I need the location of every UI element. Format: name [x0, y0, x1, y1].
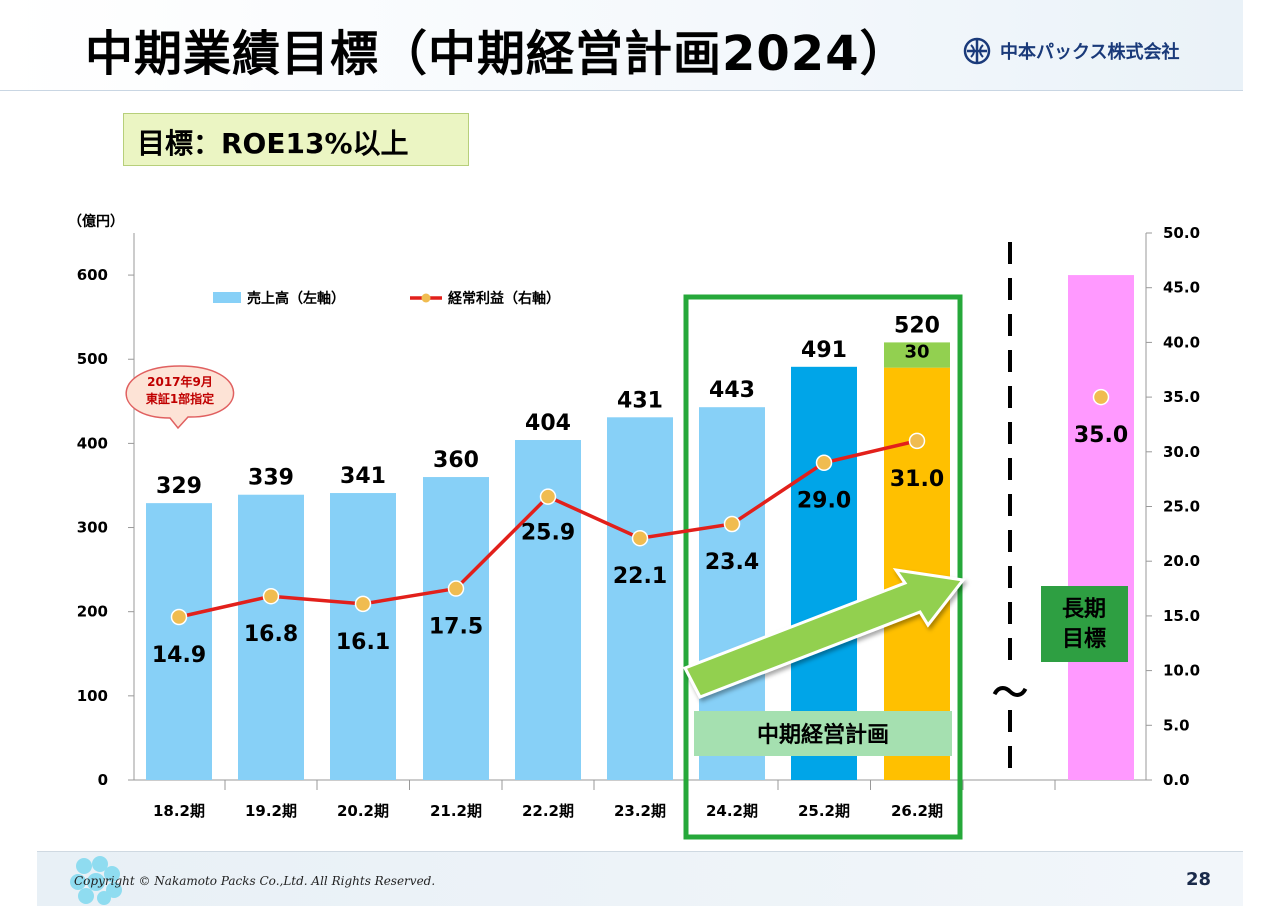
- bar-sales: [1068, 275, 1134, 780]
- profit-marker: [815, 454, 833, 471]
- profit-value-label: 31.0: [890, 467, 944, 492]
- profit-marker: [631, 529, 649, 547]
- profit-value-label: 23.4: [705, 550, 759, 575]
- page-title: 中期業績目標（中期経営計画2024）: [85, 26, 909, 82]
- x-tick-label: 21.2期: [430, 802, 482, 820]
- bar-value-label: 404: [525, 411, 571, 436]
- y-right-tick-label: 30.0: [1163, 443, 1200, 461]
- long-term-label-1: 長期: [1062, 597, 1106, 622]
- callout-line-2: 東証1部指定: [146, 391, 214, 406]
- x-tick-label: 18.2期: [153, 802, 205, 820]
- y-left-tick-label: 600: [77, 266, 108, 284]
- y-left-tick-label: 500: [77, 350, 108, 368]
- bar-sales: [146, 503, 212, 780]
- footer-decoration-icon: [70, 856, 122, 905]
- profit-marker: [354, 595, 372, 613]
- x-tick-label: 24.2期: [706, 802, 758, 820]
- growth-arrow: [682, 568, 966, 699]
- bar-value-label: 443: [709, 378, 755, 403]
- page-number: 28: [1185, 869, 1211, 890]
- profit-value-label: 16.1: [336, 630, 390, 655]
- bar-sales: [423, 477, 489, 780]
- y-right-tick-label: 0.0: [1163, 771, 1190, 789]
- y-right-tick-label: 40.0: [1163, 333, 1200, 351]
- company-logo: 中本パックス株式会社: [962, 36, 1179, 66]
- profit-marker: [908, 432, 926, 450]
- bar-value-label: 360: [433, 448, 479, 473]
- x-tick-label: 19.2期: [245, 802, 297, 820]
- y-right-tick-label: 10.0: [1163, 662, 1200, 680]
- y-unit-label: （億円）: [68, 213, 124, 230]
- y-right-tick-label: 15.0: [1163, 607, 1200, 625]
- y-left-tick-label: 0: [98, 771, 108, 789]
- profit-marker: [170, 608, 188, 626]
- plan-label: 中期経営計画: [757, 722, 889, 748]
- plan-frame: [683, 294, 963, 840]
- footer: Copyright © Nakamoto Packs Co.,Ltd. All …: [37, 851, 1243, 906]
- y-right-tick-label: 5.0: [1163, 716, 1190, 734]
- bar-value-label: 341: [340, 464, 386, 489]
- legend-sales-swatch: [213, 292, 241, 303]
- copyright: Copyright © Nakamoto Packs Co.,Ltd. All …: [74, 874, 436, 888]
- header: 中期業績目標（中期経営計画2024） 中本パックス株式会社: [0, 0, 1243, 91]
- bar-sales: [607, 417, 673, 780]
- y-right-tick-label: 50.0: [1163, 224, 1200, 242]
- long-term-box: [1041, 586, 1128, 662]
- bar-stack-top-label: 30: [904, 342, 929, 363]
- legend-profit-label: 経常利益（右軸）: [448, 290, 560, 307]
- legend-sales-label: 売上高（左軸）: [247, 290, 345, 307]
- bar-stack-top: [884, 342, 950, 368]
- company-name: 中本パックス株式会社: [1000, 42, 1180, 63]
- y-right-tick-label: 45.0: [1163, 279, 1200, 297]
- bar-value-label: 339: [248, 466, 294, 491]
- x-tick-label: 20.2期: [337, 802, 389, 820]
- target-box: 目標：ROE13%以上: [123, 113, 469, 166]
- bar-sales: [238, 494, 304, 780]
- profit-marker: [1092, 388, 1110, 406]
- y-left-tick-label: 400: [77, 434, 108, 452]
- y-right-tick-label: 20.0: [1163, 552, 1200, 570]
- profit-marker: [723, 515, 741, 533]
- profit-value-label: 14.9: [152, 643, 206, 668]
- target-text: 目標：ROE13%以上: [137, 127, 409, 160]
- callout-line-1: 2017年9月: [147, 374, 213, 389]
- y-left-tick-label: 200: [77, 603, 108, 621]
- profit-value-label: 29.0: [797, 489, 851, 514]
- bar-sales: [330, 493, 396, 780]
- x-tick-label: 25.2期: [798, 802, 850, 820]
- bar-value-label: 491: [801, 338, 847, 363]
- profit-value-label: 25.9: [521, 521, 575, 546]
- x-tick-label: 26.2期: [891, 802, 943, 820]
- bar-value-label: 520: [894, 313, 940, 338]
- y-right-tick-label: 25.0: [1163, 498, 1200, 516]
- long-term-label-2: 目標: [1062, 627, 1106, 652]
- bar-value-label: 329: [156, 474, 202, 499]
- company-logo-icon: [963, 37, 991, 65]
- y-left-tick-label: 100: [77, 687, 108, 705]
- y-left-tick-label: 300: [77, 519, 108, 537]
- x-tick-label: 23.2期: [614, 802, 666, 820]
- callout-bubble: [125, 365, 235, 430]
- axis-break-tilde: ～: [992, 673, 1028, 714]
- profit-value-label: 22.1: [613, 564, 667, 589]
- profit-value-label: 35.0: [1074, 423, 1128, 448]
- profit-marker: [262, 587, 280, 605]
- y-right-tick-label: 35.0: [1163, 388, 1200, 406]
- plan-label-box: [694, 711, 952, 756]
- profit-marker: [447, 580, 465, 597]
- profit-value-label: 17.5: [429, 615, 483, 640]
- tilde-background: [988, 672, 1032, 708]
- x-tick-label: 22.2期: [522, 802, 574, 820]
- legend-profit-marker: [421, 293, 431, 303]
- bar-value-label: 431: [617, 388, 663, 413]
- profit-marker: [539, 488, 557, 505]
- profit-value-label: 16.8: [244, 622, 298, 647]
